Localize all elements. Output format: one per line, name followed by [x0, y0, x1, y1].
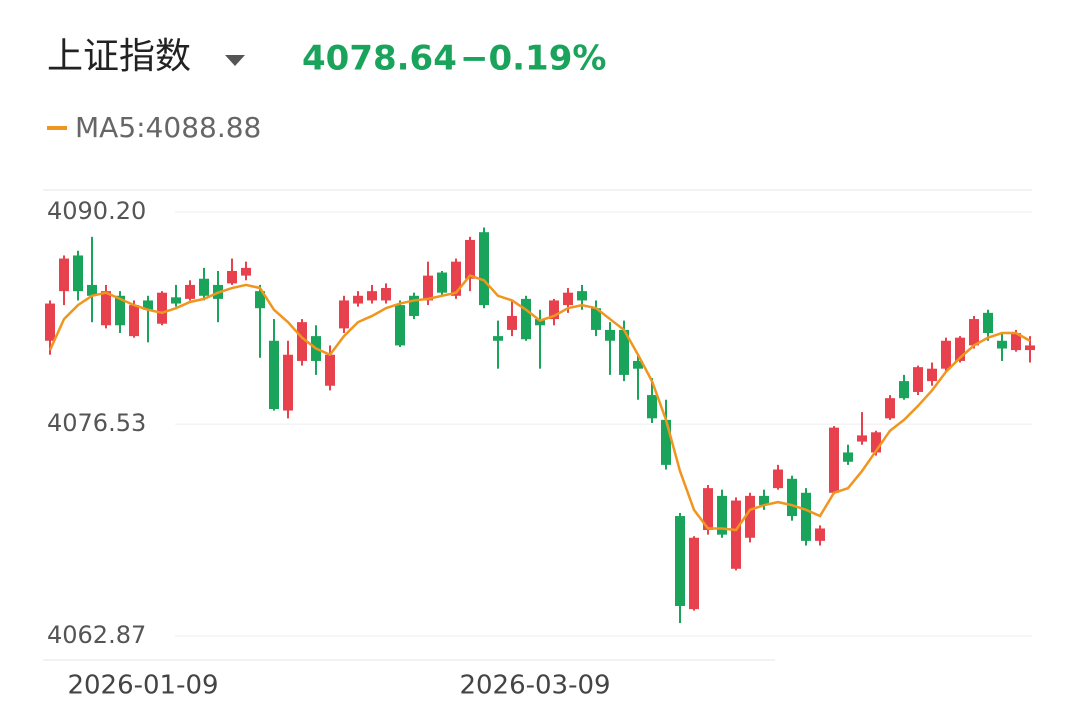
chart-title: 上证指数 [47, 36, 191, 77]
candle-body [199, 278, 209, 296]
candle-body [773, 469, 783, 489]
candle-body [409, 295, 419, 316]
candle-body [871, 432, 881, 453]
candle-body [129, 305, 139, 337]
candle-body [927, 368, 937, 382]
candle-body [227, 270, 237, 284]
y-tick-label: 4062.87 [47, 621, 146, 649]
candle-body [605, 329, 615, 341]
candle-body [969, 319, 979, 346]
candle-body [703, 488, 713, 531]
candle-body [885, 398, 895, 419]
candle-body [899, 381, 909, 399]
candle-body [661, 419, 671, 465]
candle-body [913, 367, 923, 392]
candle-body [633, 360, 643, 369]
candle-body [493, 336, 503, 341]
candle-body [45, 303, 55, 341]
candle-body [255, 291, 265, 309]
candle-body [801, 492, 811, 541]
candle-body [731, 500, 741, 569]
candle-body [815, 528, 825, 541]
candle-body [395, 305, 405, 346]
candle-body [829, 427, 839, 493]
candle-body [283, 354, 293, 411]
candle-body [451, 261, 461, 296]
candle-body [507, 315, 517, 330]
candle-body [983, 312, 993, 334]
legend-label: MA5:4088.88 [75, 111, 261, 144]
candle-body [479, 232, 489, 306]
candle-body [59, 258, 69, 292]
candle-body [591, 308, 601, 330]
candle-body [1011, 333, 1021, 351]
candle-body [857, 435, 867, 442]
candle-body [325, 354, 335, 386]
candle-body [843, 452, 853, 462]
candle-body [171, 297, 181, 304]
candle-body [647, 395, 657, 419]
candle-body [941, 340, 951, 369]
ma-line [48, 274, 1031, 532]
x-tick-label: 2026-03-09 [459, 671, 610, 701]
candle-body [437, 272, 447, 293]
candle-body [367, 291, 377, 301]
candle-body [241, 267, 251, 276]
candle-body [997, 340, 1007, 349]
candle-body [115, 295, 125, 326]
candle-body [689, 537, 699, 610]
candle-body [1025, 345, 1035, 351]
candle-body [759, 495, 769, 506]
candle-body [381, 288, 391, 301]
candle-body [101, 291, 111, 326]
candle-body [143, 300, 153, 310]
candle-body [549, 300, 559, 320]
change: −0.19% [460, 39, 606, 79]
candle-body [73, 255, 83, 292]
x-tick-label: 2026-01-09 [67, 671, 218, 701]
candle-body [535, 319, 545, 326]
candle-body [717, 495, 727, 535]
candle-body [955, 337, 965, 361]
candle-body [619, 329, 629, 375]
candle-body [577, 291, 587, 301]
y-tick-label: 4090.20 [47, 197, 146, 225]
candle-body [745, 495, 755, 538]
candle-body [339, 300, 349, 329]
dropdown-arrow[interactable] [225, 55, 245, 66]
candle-body [423, 275, 433, 301]
y-tick-label: 4076.53 [47, 409, 146, 437]
candle-body [87, 284, 97, 296]
candle-body [353, 295, 363, 304]
candle-body [787, 478, 797, 517]
candle-body [269, 340, 279, 410]
candle-body [675, 516, 685, 607]
price: 4078.64 [302, 39, 457, 79]
candle-body [297, 322, 307, 361]
candle-body [521, 298, 531, 340]
candle-body [157, 292, 167, 324]
candle-body [563, 292, 573, 306]
candle-body [185, 284, 195, 299]
candle-body [465, 239, 475, 279]
